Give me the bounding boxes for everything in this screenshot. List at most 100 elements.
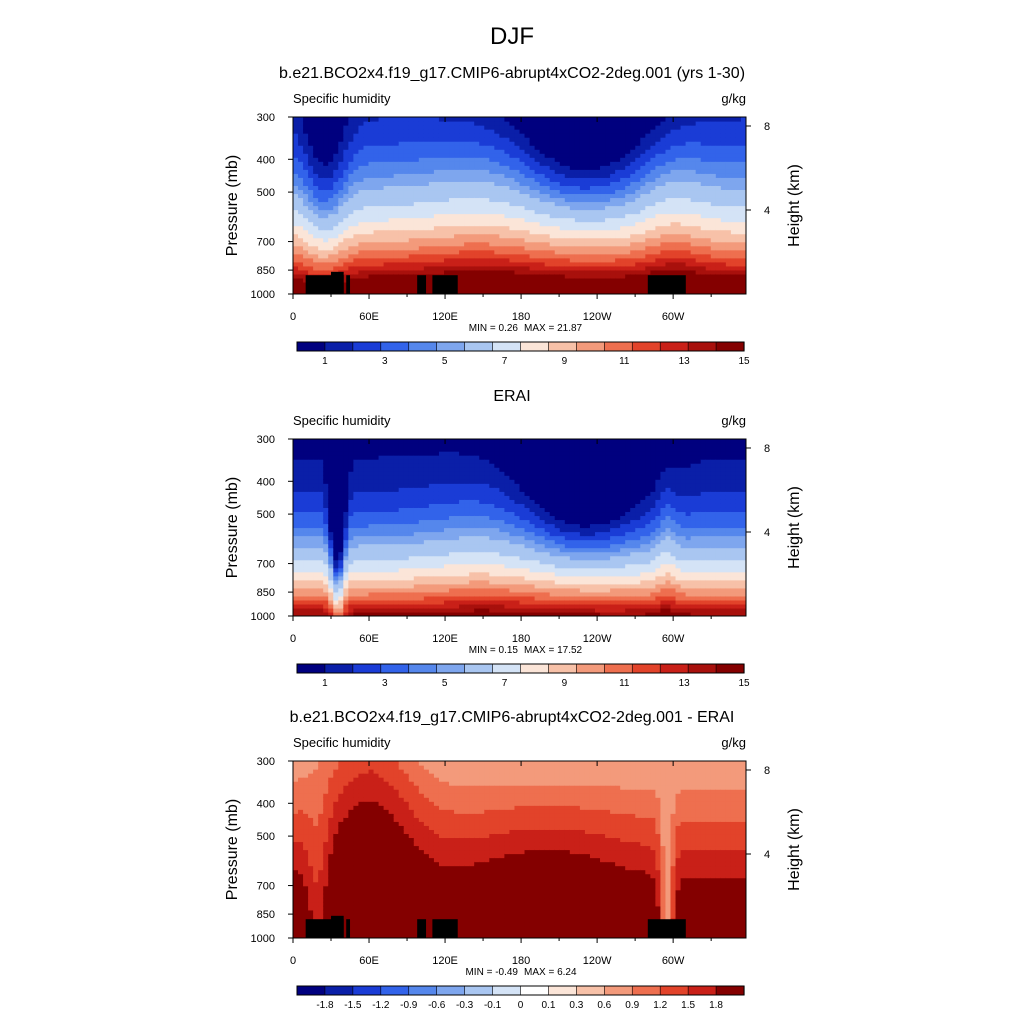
field-cell (358, 261, 365, 267)
field-cell (474, 205, 480, 211)
field-cell (333, 575, 339, 581)
field-cell (293, 495, 299, 500)
field-cell (368, 225, 375, 231)
field-cell (574, 181, 581, 186)
field-cell (418, 249, 425, 255)
field-cell (595, 157, 601, 162)
field-cell (328, 249, 334, 255)
field-cell (444, 125, 450, 130)
field-cell (645, 161, 651, 166)
field-cell (539, 277, 546, 283)
field-cell (348, 503, 354, 508)
field-cell (524, 177, 531, 182)
field-cell (313, 257, 319, 263)
field-cell (353, 463, 360, 468)
field-cell (303, 463, 309, 468)
field-cell (589, 157, 596, 162)
field-cell (328, 129, 334, 134)
field-cell (418, 161, 425, 166)
field-cell (353, 543, 360, 549)
field-cell (675, 161, 682, 166)
field-cell (378, 289, 385, 294)
field-cell (343, 233, 349, 239)
field-cell (358, 547, 365, 553)
field-cell (293, 579, 299, 585)
field-cell (353, 527, 360, 533)
field-cell (388, 503, 395, 508)
field-cell (620, 141, 626, 146)
field-cell (695, 141, 702, 146)
field-cell (695, 261, 702, 267)
field-cell (383, 579, 390, 585)
field-cell (338, 241, 344, 247)
field-cell (449, 197, 455, 203)
field-cell (600, 217, 606, 223)
field-cell (655, 253, 662, 259)
field-cell (398, 607, 405, 613)
field-cell (403, 161, 410, 166)
field-cell (655, 185, 662, 191)
field-cell (438, 241, 445, 247)
field-cell (368, 245, 375, 251)
field-cell (388, 471, 395, 476)
field-cell (383, 483, 390, 488)
field-cell (514, 273, 521, 279)
field-cell (398, 181, 405, 186)
field-cell (569, 121, 576, 126)
field-cell (595, 205, 601, 211)
field-cell (730, 201, 737, 207)
field-cell (303, 213, 309, 219)
field-cell (323, 559, 329, 565)
field-cell (615, 181, 621, 186)
field-cell (529, 161, 536, 166)
field-cell (469, 233, 475, 239)
field-cell (413, 205, 420, 211)
field-cell (298, 559, 304, 565)
field-cell (569, 185, 576, 191)
field-cell (605, 201, 611, 207)
field-cell (393, 507, 400, 513)
field-cell (735, 233, 742, 239)
field-cell (529, 121, 536, 126)
field-cell (725, 165, 732, 170)
field-cell (695, 269, 702, 275)
field-cell (298, 475, 304, 480)
field-cell (393, 257, 400, 263)
field-cell (343, 165, 349, 170)
field-cell (393, 563, 400, 569)
field-cell (444, 217, 450, 223)
field-cell (388, 173, 395, 178)
field-cell (428, 181, 435, 186)
field-cell (474, 269, 480, 275)
field-cell (348, 257, 354, 263)
field-cell (454, 137, 460, 142)
field-cell (509, 285, 516, 291)
field-cell (388, 567, 395, 573)
field-cell (484, 153, 490, 158)
field-cell (564, 141, 571, 146)
field-cell (358, 273, 365, 279)
field-cell (403, 121, 410, 126)
field-cell (393, 463, 400, 468)
field-cell (620, 193, 626, 199)
field-cell (650, 193, 656, 199)
field-cell (534, 169, 541, 174)
field-cell (459, 281, 465, 287)
field-cell (569, 285, 576, 291)
field-cell (564, 217, 571, 223)
field-cell (564, 165, 571, 170)
field-cell (373, 591, 380, 597)
field-cell (358, 181, 365, 186)
field-cell (338, 169, 344, 174)
field-cell (605, 189, 611, 195)
field-cell (363, 241, 370, 247)
field-cell (373, 221, 380, 227)
field-cell (388, 571, 395, 577)
field-cell (715, 241, 722, 247)
field-cell (328, 261, 334, 267)
field-cell (423, 145, 430, 150)
field-cell (298, 153, 304, 158)
field-cell (388, 575, 395, 581)
field-cell (408, 269, 415, 275)
field-cell (449, 125, 455, 130)
